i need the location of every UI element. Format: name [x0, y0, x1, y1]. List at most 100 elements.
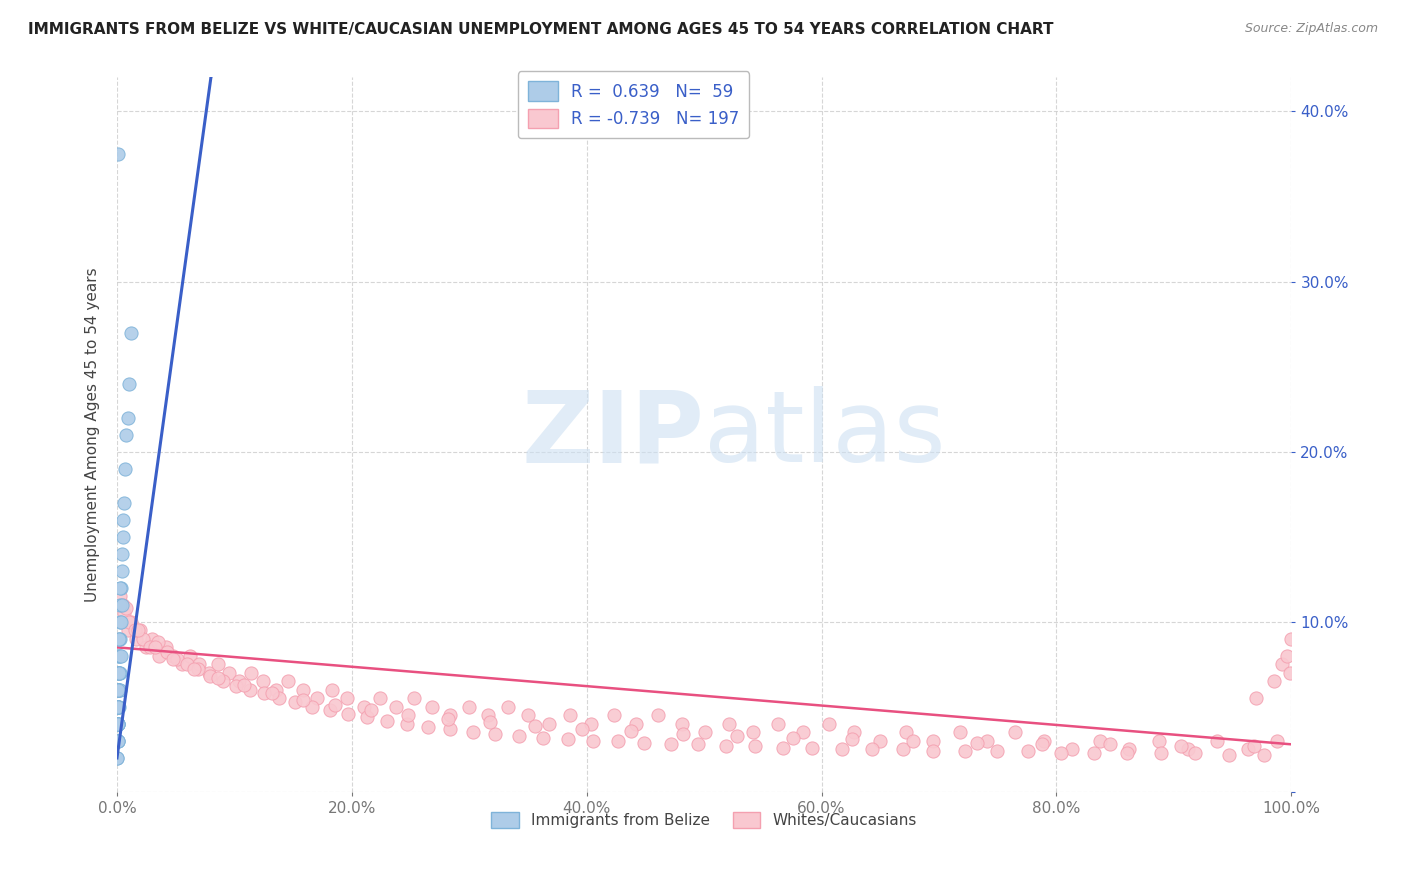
Point [107, 682, 129, 697]
Point [1017, 744, 1039, 758]
Point [253, 686, 276, 700]
Point [188, 657, 211, 672]
Point [766, 717, 789, 731]
Point [284, 695, 307, 709]
Point [1206, 734, 1229, 748]
Point [891, 742, 914, 756]
Point [1170, 739, 1192, 753]
Point [869, 734, 891, 748]
Point [114, 461, 136, 475]
Point [198, 669, 221, 683]
Point [976, 734, 998, 748]
Point [260, 686, 283, 700]
Point [318, 703, 340, 717]
Point [110, 581, 132, 595]
Point [517, 708, 540, 723]
Point [125, 632, 148, 646]
Point [107, 648, 129, 663]
Point [110, 632, 132, 646]
Point [439, 708, 461, 723]
Point [477, 708, 499, 723]
Point [118, 615, 141, 629]
Point [624, 717, 647, 731]
Point [187, 663, 209, 677]
Point [162, 648, 184, 663]
Point [396, 708, 419, 723]
Point [1004, 725, 1026, 739]
Point [1060, 742, 1083, 756]
Point [108, 682, 131, 697]
Point [107, 751, 129, 765]
Point [108, 665, 131, 680]
Point [108, 665, 131, 680]
Point [356, 710, 378, 724]
Point [107, 699, 129, 714]
Point [1218, 747, 1240, 762]
Point [291, 682, 314, 697]
Point [110, 648, 132, 663]
Point [986, 744, 1008, 758]
Point [111, 598, 134, 612]
Point [484, 727, 506, 741]
Point [107, 734, 129, 748]
Point [716, 739, 738, 753]
Point [1253, 747, 1275, 762]
Text: atlas: atlas [704, 386, 946, 483]
Point [110, 590, 132, 604]
Point [418, 720, 440, 734]
Point [860, 742, 883, 756]
Point [115, 601, 138, 615]
Point [1050, 746, 1073, 760]
Point [1118, 742, 1140, 756]
Point [1243, 739, 1265, 753]
Point [105, 734, 128, 748]
Point [107, 699, 129, 714]
Point [801, 740, 824, 755]
Point [404, 691, 426, 706]
Point [1244, 691, 1267, 706]
Point [1184, 746, 1206, 760]
Point [458, 699, 481, 714]
Point [633, 736, 655, 750]
Point [817, 717, 839, 731]
Point [1083, 746, 1105, 760]
Point [894, 725, 917, 739]
Point [1271, 657, 1294, 672]
Point [105, 734, 128, 748]
Point [183, 663, 205, 677]
Point [336, 691, 359, 706]
Point [922, 734, 945, 748]
Point [132, 632, 155, 646]
Point [107, 717, 129, 731]
Point [105, 699, 128, 714]
Point [581, 734, 603, 748]
Point [135, 640, 157, 655]
Point [108, 632, 131, 646]
Point [105, 682, 128, 697]
Point [966, 736, 988, 750]
Point [117, 410, 139, 425]
Point [107, 147, 129, 161]
Point [107, 665, 129, 680]
Point [108, 632, 131, 646]
Point [581, 717, 603, 731]
Point [301, 699, 323, 714]
Point [607, 734, 630, 748]
Point [602, 708, 624, 723]
Point [112, 496, 135, 510]
Point [844, 725, 866, 739]
Point [695, 725, 717, 739]
Point [156, 645, 179, 659]
Point [105, 717, 128, 731]
Point [557, 732, 579, 747]
Point [107, 682, 129, 697]
Point [239, 682, 262, 697]
Point [211, 674, 233, 689]
Point [107, 717, 129, 731]
Point [949, 725, 972, 739]
Point [305, 691, 328, 706]
Point [111, 530, 134, 544]
Point [1115, 746, 1137, 760]
Point [1177, 742, 1199, 756]
Point [744, 739, 766, 753]
